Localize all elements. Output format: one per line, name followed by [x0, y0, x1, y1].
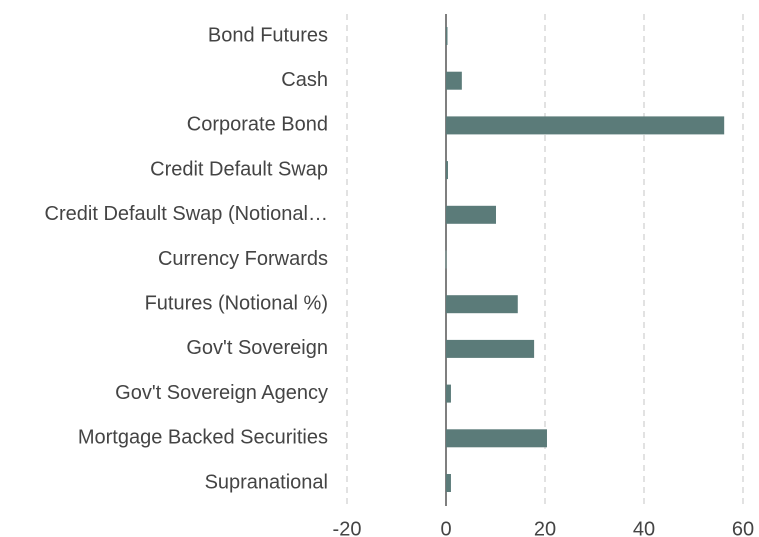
y-tick-label: Credit Default Swap (Notional…	[45, 203, 328, 225]
bar	[446, 339, 535, 358]
x-tick-label: -20	[333, 518, 362, 537]
y-tick-label: Futures (Notional %)	[145, 292, 328, 314]
x-tick-label: 60	[732, 518, 754, 537]
y-tick-label: Bond Futures	[208, 24, 328, 46]
bar	[445, 250, 447, 269]
y-tick-label: Corporate Bond	[187, 114, 328, 136]
y-tick-label: Currency Forwards	[158, 248, 328, 270]
y-tick-label: Supranational	[205, 471, 328, 493]
y-tick-label: Mortgage Backed Securities	[78, 427, 328, 449]
y-tick-label: Gov't Sovereign	[186, 337, 328, 359]
bar	[446, 161, 448, 180]
bar	[446, 295, 518, 314]
y-tick-label: Credit Default Swap	[150, 158, 328, 180]
bar	[446, 27, 448, 45]
x-tick-label: 20	[534, 518, 556, 537]
bar	[446, 474, 451, 492]
bar	[446, 205, 496, 224]
bar	[446, 71, 462, 90]
bar	[446, 429, 547, 448]
x-tick-label: 0	[440, 518, 451, 537]
y-tick-label: Gov't Sovereign Agency	[115, 382, 328, 404]
y-tick-label: Cash	[281, 69, 328, 91]
x-tick-label: 40	[633, 518, 655, 537]
bar	[446, 384, 451, 403]
bar	[446, 116, 725, 135]
